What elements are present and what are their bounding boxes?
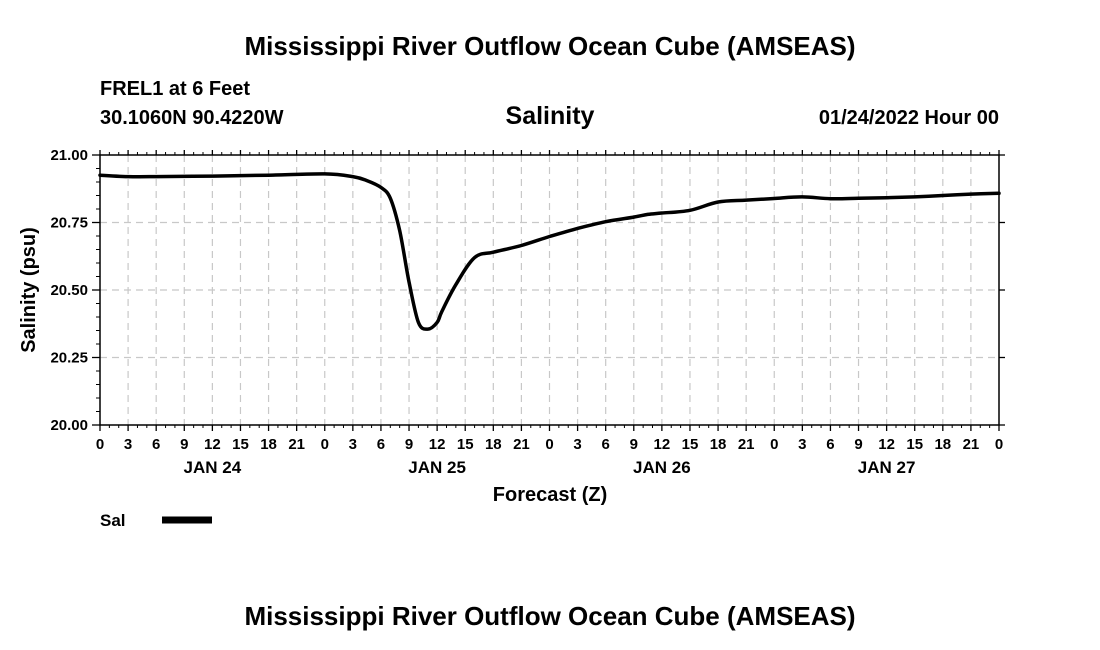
x-tick-label: 21 [963, 436, 980, 453]
date-label: JAN 27 [858, 458, 916, 477]
x-tick-label: 18 [260, 436, 277, 453]
x-tick-label: 15 [682, 436, 699, 453]
x-tick-label: 0 [770, 436, 778, 453]
chart-title: Salinity [506, 102, 595, 130]
x-tick-label: 6 [602, 436, 610, 453]
x-tick-label: 0 [995, 436, 1003, 453]
date-labels: JAN 24 JAN 25 JAN 26 JAN 27 [184, 458, 916, 477]
y-tick-label: 21.00 [50, 147, 88, 164]
x-tick-label: 15 [232, 436, 249, 453]
page-title: Mississippi River Outflow Ocean Cube (AM… [244, 31, 855, 61]
y-tick-label: 20.00 [50, 417, 88, 434]
location-label: 30.1060N 90.4220W [100, 107, 284, 129]
y-tick-label: 20.75 [50, 215, 88, 232]
issued-datetime: 01/24/2022 Hour 00 [819, 107, 999, 129]
date-label: JAN 24 [184, 458, 242, 477]
x-tick-label: 0 [96, 436, 104, 453]
x-tick-label: 21 [738, 436, 755, 453]
x-tick-label: 3 [349, 436, 357, 453]
x-axis-label: Forecast (Z) [493, 484, 607, 506]
x-tick-label: 3 [573, 436, 581, 453]
x-tick-label: 3 [124, 436, 132, 453]
x-tick-label: 18 [485, 436, 502, 453]
x-tick-label: 6 [152, 436, 160, 453]
station-label: FREL1 at 6 Feet [100, 78, 250, 100]
x-tick-label: 9 [854, 436, 862, 453]
x-tick-label: 0 [545, 436, 553, 453]
x-tick-label: 12 [654, 436, 671, 453]
x-tick-label: 15 [906, 436, 923, 453]
legend-label: Sal [100, 511, 126, 530]
y-axis-label: Salinity (psu) [18, 227, 40, 353]
y-tick-label: 20.25 [50, 350, 88, 367]
footer-title: Mississippi River Outflow Ocean Cube (AM… [244, 601, 855, 631]
x-tick-label: 21 [288, 436, 305, 453]
x-tick-label: 6 [377, 436, 385, 453]
date-label: JAN 26 [633, 458, 691, 477]
x-tick-label: 12 [429, 436, 446, 453]
y-tick-label: 20.50 [50, 282, 88, 299]
x-tick-label: 3 [798, 436, 806, 453]
x-tick-label: 15 [457, 436, 474, 453]
axis-ticks [92, 150, 1005, 431]
x-tick-label: 12 [204, 436, 221, 453]
legend: Sal [100, 511, 212, 530]
salinity-series-line [98, 172, 1001, 331]
x-tick-label: 12 [878, 436, 895, 453]
x-tick-label: 9 [180, 436, 188, 453]
x-tick-label: 9 [405, 436, 413, 453]
grid-lines [100, 155, 999, 425]
date-label: JAN 25 [408, 458, 466, 477]
x-tick-label: 18 [710, 436, 727, 453]
x-tick-label: 6 [826, 436, 834, 453]
x-tick-label: 0 [321, 436, 329, 453]
x-tick-label: 18 [934, 436, 951, 453]
x-tick-label: 9 [630, 436, 638, 453]
x-tick-label: 21 [513, 436, 530, 453]
x-tick-labels: 0 3 6 9 12 15 18 21 0 3 6 9 12 15 18 21 0 3 6 9 12 15 18 21 0 3 6 9… [96, 436, 1003, 453]
y-tick-labels: 20.00 20.25 20.50 20.75 21.00 [50, 147, 88, 434]
